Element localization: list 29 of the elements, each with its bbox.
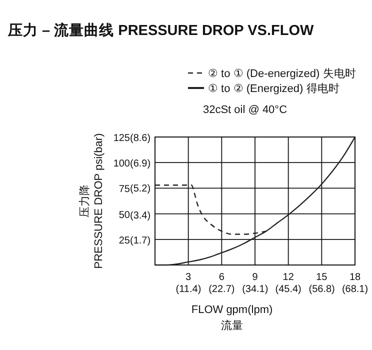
x-tick-label: 15 (316, 272, 328, 283)
x-axis-title: FLOW gpm(lpm) 流量 (191, 304, 273, 332)
y2-tick-label: (6.9) (130, 158, 151, 170)
text: 32cSt oil @ 40°C (202, 104, 288, 116)
chart-title: 压力 – 流量曲线 PRESSURE DROP VS.FLOW (7, 21, 314, 39)
x2-tick-label: (22.7) (208, 284, 235, 295)
y-tick-label: 50 (118, 210, 130, 221)
x-tick-label: 9 (252, 272, 258, 283)
y-tick-label: 100 (113, 158, 130, 170)
x2-tick-label: (68.1) (342, 284, 368, 295)
x2-tick-label: (11.4) (176, 284, 202, 295)
x-tick-label: 6 (218, 272, 225, 283)
y-tick-label: 75 (118, 184, 130, 196)
legend-label: ② to ① (De-energized) 失电时 (208, 67, 356, 80)
y2-tick-label: (1.7) (130, 236, 151, 247)
legend-label: ① to ② (Energized) 得电时 (208, 82, 340, 95)
x-tick-label: 3 (186, 272, 192, 283)
line-series (154, 136, 356, 266)
x2-tick-label: (45.4) (275, 284, 302, 295)
x-tick-label: 12 (282, 272, 294, 283)
y-axis-title: 压力降 PRESSURE DROP psi(bar) (78, 133, 105, 269)
x2-tick-label: (56.8) (308, 284, 335, 295)
y2-tick-label: (8.6) (130, 133, 151, 144)
y2-tick-label: (5.2) (130, 184, 151, 195)
y2-tick-label: (3.4) (130, 210, 151, 222)
y-tick-label: 25 (118, 235, 130, 246)
x-tick-label: 18 (349, 272, 361, 283)
x2-tick-label: (34.1) (242, 284, 268, 295)
y-tick-label: 125 (113, 133, 130, 144)
